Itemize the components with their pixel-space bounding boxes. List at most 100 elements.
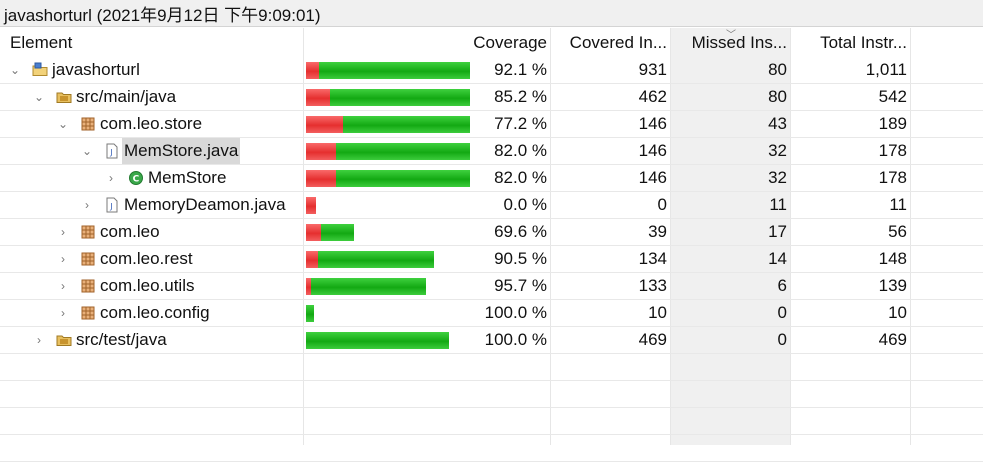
svg-text:J: J xyxy=(109,202,112,211)
expand-toggle-expanded-icon[interactable]: ⌄ xyxy=(33,90,45,104)
element-name: MemStore xyxy=(148,168,227,187)
coverage-value: 100.0 % xyxy=(484,303,547,322)
element-cell: › src/test/java xyxy=(0,327,303,353)
missed-value: 14 xyxy=(768,249,787,268)
table-row[interactable]: ⌄ com.leo.store 77.2 % 146 43 189 xyxy=(0,111,983,138)
table-row[interactable]: › com.leo 69.6 % 39 17 56 xyxy=(0,219,983,246)
covered-value: 39 xyxy=(648,222,667,241)
covered-value: 146 xyxy=(638,141,667,160)
covered-value: 462 xyxy=(638,87,667,106)
coverage-bar-missed xyxy=(306,143,336,160)
missed-value: 0 xyxy=(777,330,787,349)
expand-toggle-expanded-icon[interactable]: ⌄ xyxy=(9,63,21,77)
expand-toggle-expanded-icon[interactable]: ⌄ xyxy=(57,117,69,131)
covered-value: 133 xyxy=(638,276,667,295)
header-missed-label: Missed Ins... xyxy=(691,32,787,52)
expand-toggle-collapsed-icon[interactable]: › xyxy=(61,225,65,239)
expand-toggle-collapsed-icon[interactable]: › xyxy=(61,306,65,320)
coverage-value: 77.2 % xyxy=(494,114,547,133)
header-total[interactable]: Total Instr... xyxy=(791,28,911,57)
element-cell: › J MemoryDeamon.java xyxy=(0,192,303,218)
table-row[interactable]: ⌄ J MemStore.java 82.0 % 146 32 178 xyxy=(0,138,983,165)
window-title: javashorturl (2021年9月12日 下午9:09:01) xyxy=(4,5,321,25)
coverage-bar-covered xyxy=(321,224,354,241)
header-coverage[interactable]: Coverage xyxy=(304,28,551,57)
header-total-label: Total Instr... xyxy=(820,32,907,52)
table-header: Element Coverage Covered In... ﹀ Missed … xyxy=(0,28,983,57)
element-name: com.leo.store xyxy=(100,114,203,133)
total-value: 11 xyxy=(889,195,907,214)
covered-value: 469 xyxy=(638,330,667,349)
column-total-bg xyxy=(791,28,911,445)
package-icon xyxy=(80,251,96,267)
table-row[interactable]: › C MemStore 82.0 % 146 32 178 xyxy=(0,165,983,192)
window-title-bar: javashorturl (2021年9月12日 下午9:09:01) xyxy=(0,0,983,27)
total-value: 178 xyxy=(878,141,907,160)
missed-value: 80 xyxy=(768,60,787,79)
header-coverage-label: Coverage xyxy=(473,32,547,52)
empty-row xyxy=(0,354,983,381)
coverage-bar-covered xyxy=(318,251,434,268)
header-element[interactable]: Element xyxy=(0,28,304,57)
total-value: 10 xyxy=(888,303,907,322)
covered-value: 0 xyxy=(657,195,667,214)
expand-toggle-collapsed-icon[interactable]: › xyxy=(61,252,65,266)
empty-row xyxy=(0,381,983,408)
coverage-bar xyxy=(306,170,470,187)
package-icon xyxy=(80,116,96,132)
coverage-table: Element Coverage Covered In... ﹀ Missed … xyxy=(0,28,983,462)
header-missed[interactable]: ﹀ Missed Ins... xyxy=(671,28,791,57)
expand-toggle-expanded-icon[interactable]: ⌄ xyxy=(81,144,93,158)
covered-value: 146 xyxy=(638,114,667,133)
element-cell: › com.leo.rest xyxy=(0,246,303,272)
package-icon xyxy=(80,224,96,240)
coverage-bar-covered xyxy=(306,332,449,349)
coverage-bar-missed xyxy=(306,116,343,133)
header-covered[interactable]: Covered In... xyxy=(551,28,671,57)
table-row[interactable]: › com.leo.utils 95.7 % 133 6 139 xyxy=(0,273,983,300)
empty-row xyxy=(0,408,983,435)
total-value: 139 xyxy=(878,276,907,295)
java-file-icon: J xyxy=(104,197,120,213)
covered-value: 10 xyxy=(648,303,667,322)
package-icon xyxy=(80,278,96,294)
element-name: MemoryDeamon.java xyxy=(124,195,286,214)
coverage-value: 69.6 % xyxy=(494,222,547,241)
coverage-bar-missed xyxy=(306,89,330,106)
expand-toggle-collapsed-icon[interactable]: › xyxy=(61,279,65,293)
element-name: com.leo.rest xyxy=(100,249,193,268)
coverage-bar xyxy=(306,251,434,268)
coverage-bar xyxy=(306,278,426,295)
table-row[interactable]: › J MemoryDeamon.java 0.0 % 0 11 11 xyxy=(0,192,983,219)
coverage-bar-covered xyxy=(306,305,314,322)
expand-toggle-collapsed-icon[interactable]: › xyxy=(85,198,89,212)
total-value: 1,011 xyxy=(865,60,907,79)
expand-toggle-collapsed-icon[interactable]: › xyxy=(37,333,41,347)
java-project-icon xyxy=(32,62,48,78)
coverage-bar-covered xyxy=(336,143,470,160)
coverage-bar xyxy=(306,197,316,214)
java-file-icon: J xyxy=(104,143,120,159)
column-covered-bg xyxy=(551,28,671,445)
package-icon xyxy=(80,305,96,321)
total-value: 56 xyxy=(888,222,907,241)
coverage-bar xyxy=(306,62,470,79)
coverage-bar-missed xyxy=(306,251,318,268)
table-row[interactable]: › src/test/java 100.0 % 469 0 469 xyxy=(0,327,983,354)
missed-value: 32 xyxy=(768,168,787,187)
table-row[interactable]: ⌄ src/main/java 85.2 % 462 80 542 xyxy=(0,84,983,111)
coverage-bar xyxy=(306,143,470,160)
missed-value: 43 xyxy=(768,114,787,133)
table-row[interactable]: ⌄ javashorturl 92.1 % 931 80 1,011 xyxy=(0,57,983,84)
missed-value: 0 xyxy=(777,303,787,322)
element-cell: › com.leo.config xyxy=(0,300,303,326)
coverage-value: 0.0 % xyxy=(503,195,547,214)
expand-toggle-collapsed-icon[interactable]: › xyxy=(109,171,113,185)
coverage-bar-missed xyxy=(306,170,336,187)
total-value: 178 xyxy=(878,168,907,187)
coverage-bar-covered xyxy=(311,278,426,295)
table-row[interactable]: › com.leo.config 100.0 % 10 0 10 xyxy=(0,300,983,327)
missed-value: 11 xyxy=(769,195,787,214)
table-row[interactable]: › com.leo.rest 90.5 % 134 14 148 xyxy=(0,246,983,273)
coverage-bar-missed xyxy=(306,62,319,79)
